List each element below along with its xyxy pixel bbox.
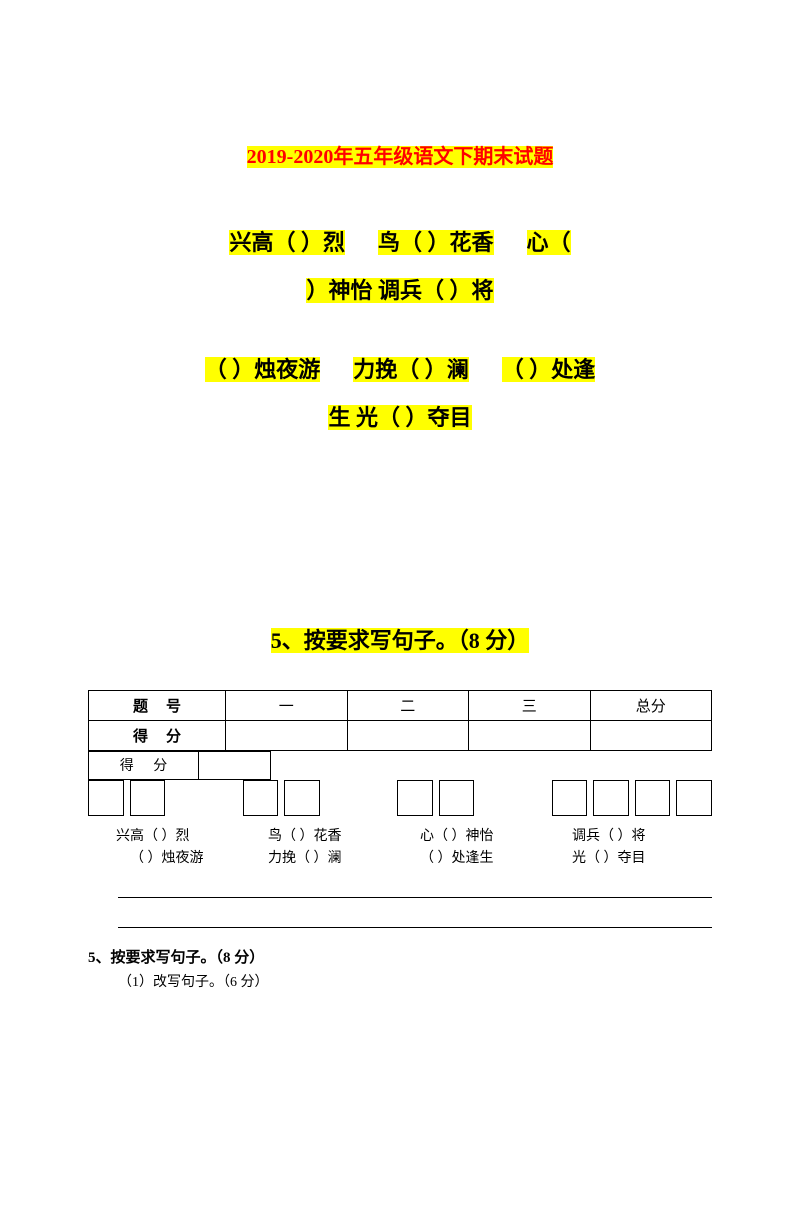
answer-line-2 (118, 906, 712, 928)
small-score-table: 得 分 (88, 751, 271, 780)
idiom-line2: ）神怡 调兵（ ）将 (306, 278, 493, 303)
title-rest: 年五年级语文下期末试题 (333, 146, 553, 168)
score-cell-2 (347, 720, 468, 750)
idiom-7-part1: （ ）处逢 (502, 357, 596, 382)
question-5-sub: （1）改写句子。（6 分） (118, 971, 712, 991)
score-table: 题号 一 二 三 总分 得分 (88, 690, 712, 751)
question-5-bottom: 5、按要求写句子。（8 分） (88, 946, 712, 967)
idiom-1: 兴高（ ）烈 (229, 230, 345, 255)
answer-box (243, 780, 279, 816)
box-gap (480, 780, 545, 816)
answer-box (439, 780, 475, 816)
small-score-blank (199, 751, 271, 779)
title-year-highlight: 2019-2020 (247, 146, 334, 168)
col-3: 三 (469, 690, 590, 720)
answer-box (593, 780, 629, 816)
answer-box (397, 780, 433, 816)
idioms-small: 兴高（ ）烈 鸟（ ）花香 心（ ）神怡 调兵（ ）将 （ ）烛夜游 力挽（ ）… (88, 824, 712, 868)
idiom-6: 力挽（ ）澜 (353, 357, 469, 382)
idiom-3-part1: 心（ (527, 230, 571, 255)
score-cell-total (590, 720, 712, 750)
answer-box (552, 780, 588, 816)
header-label: 题号 (89, 690, 226, 720)
answer-box (284, 780, 320, 816)
idioms-small-row1: 兴高（ ）烈 鸟（ ）花香 心（ ）神怡 调兵（ ）将 (88, 824, 712, 846)
idiom-line4: 生 光（ ）夺目 (328, 405, 471, 430)
idiom-5: （ ）烛夜游 (205, 357, 321, 382)
table-row: 得分 (89, 720, 712, 750)
small-idiom: （ ）处逢生 (420, 846, 494, 871)
answer-line-1 (118, 876, 712, 898)
box-gap (326, 780, 391, 816)
small-idiom: （ ）烛夜游 (130, 846, 204, 871)
score-label: 得分 (89, 720, 226, 750)
score-cell-3 (469, 720, 590, 750)
idiom-2: 鸟（ ）花香 (378, 230, 494, 255)
col-2: 二 (347, 690, 468, 720)
small-score-label: 得 分 (89, 751, 199, 779)
answer-box (635, 780, 671, 816)
col-total: 总分 (590, 690, 712, 720)
question-5-heading-text: 5、按要求写句子。（8 分） (271, 628, 530, 653)
box-gap (171, 780, 236, 816)
idioms-large-group2: （ ）烛夜游 力挽（ ）澜 （ ）处逢 生 光（ ）夺目 (88, 346, 712, 443)
answer-box (130, 780, 166, 816)
table-row: 题号 一 二 三 总分 (89, 690, 712, 720)
small-idiom: 光（ ）夺目 (572, 846, 646, 871)
idioms-small-row2: （ ）烛夜游 力挽（ ）澜 （ ）处逢生 光（ ）夺目 (88, 846, 712, 868)
idioms-large-group1: 兴高（ ）烈 鸟（ ）花香 心（ ）神怡 调兵（ ）将 (88, 219, 712, 316)
table-row: 得 分 (89, 751, 271, 779)
col-1: 一 (226, 690, 347, 720)
small-idiom: 力挽（ ）澜 (268, 846, 342, 871)
answer-box (676, 780, 712, 816)
question-5-heading: 5、按要求写句子。（8 分） (88, 623, 712, 655)
answer-box (88, 780, 124, 816)
page-title: 2019-2020年五年级语文下期末试题 (88, 140, 712, 169)
answer-boxes-row (88, 780, 712, 816)
score-cell-1 (226, 720, 347, 750)
